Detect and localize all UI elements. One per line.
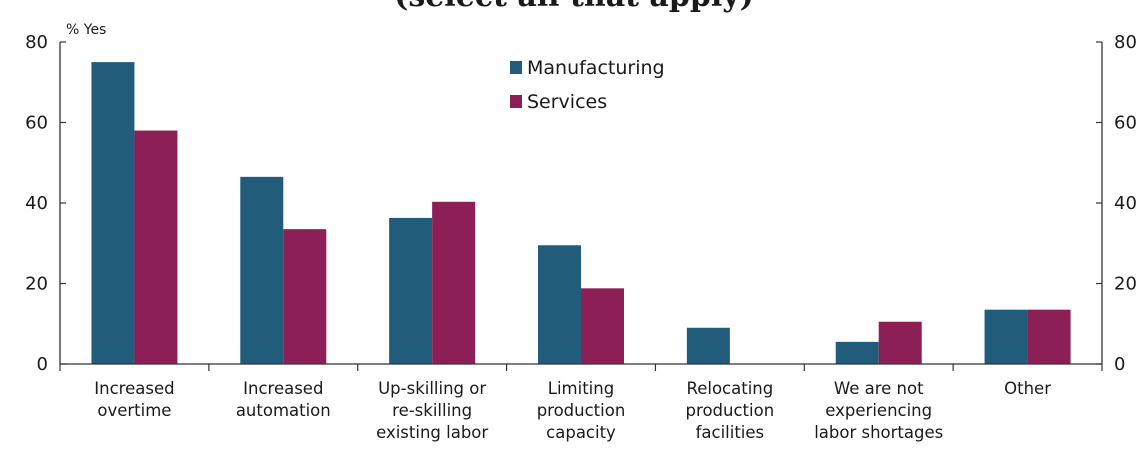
bar-manufacturing-6: [984, 309, 1028, 364]
legend-swatch-manufacturing: [510, 61, 522, 74]
x-category-label-0: Increased overtime: [94, 379, 174, 420]
bar-manufacturing-4: [686, 327, 730, 364]
y-tick-label-right-20: 20: [1114, 274, 1137, 295]
bar-services-0: [134, 130, 178, 364]
y-tick-label-left-60: 60: [25, 113, 48, 134]
bar-manufacturing-5: [835, 341, 879, 364]
y-tick-label-left-0: 0: [37, 354, 48, 375]
x-category-label-2: Up-skilling or re-skilling existing labor: [376, 379, 488, 442]
bar-manufacturing-3: [538, 245, 581, 364]
bar-manufacturing-0: [91, 62, 135, 364]
y-tick-label-left-40: 40: [25, 193, 48, 214]
y-tick-label-left-20: 20: [25, 274, 48, 295]
y-tick-label-right-60: 60: [1114, 113, 1137, 134]
plot-area: 0 0 20 20 40 40 60 60 80 80 Increased overtime Incre…: [25, 32, 1137, 442]
legend-label-manufacturing: Manufacturing: [527, 57, 665, 79]
x-category-label-3: Limiting production capacity: [537, 379, 626, 442]
bar-services-2: [432, 201, 476, 364]
legend-label-services: Services: [527, 91, 607, 113]
x-category-label-4: Relocating production facilities: [686, 379, 775, 442]
y-tick-label-left-80: 80: [25, 32, 48, 53]
bar-services-6: [1027, 309, 1071, 364]
bar-services-1: [283, 229, 327, 364]
bar-services-5: [878, 321, 922, 364]
chart-title: (select all that apply): [394, 0, 754, 14]
y-tick-label-right-80: 80: [1114, 32, 1137, 53]
x-category-label-6: Other: [1004, 379, 1051, 398]
x-category-label-1: Increased automation: [236, 379, 331, 420]
bar-manufacturing-1: [240, 176, 284, 364]
x-category-label-5: We are not experiencing labor shortages: [814, 379, 943, 442]
y-tick-label-right-40: 40: [1114, 193, 1137, 214]
legend-swatch-services: [510, 95, 522, 108]
bar-services-3: [581, 288, 624, 364]
y-tick-label-right-0: 0: [1114, 354, 1125, 375]
bar-manufacturing-2: [389, 217, 433, 364]
y-axis-unit-label: % Yes: [66, 22, 106, 38]
